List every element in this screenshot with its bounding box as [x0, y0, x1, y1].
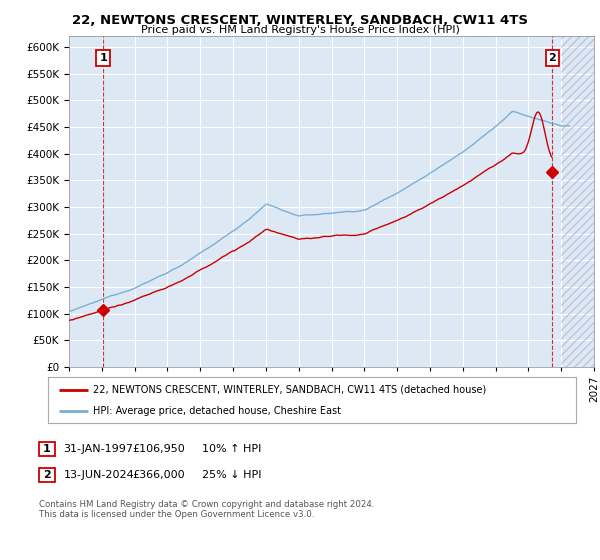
Text: 25% ↓ HPI: 25% ↓ HPI: [202, 470, 261, 480]
Text: £366,000: £366,000: [133, 470, 185, 480]
Text: 1: 1: [99, 53, 107, 63]
Text: 10% ↑ HPI: 10% ↑ HPI: [202, 444, 261, 454]
Text: 22, NEWTONS CRESCENT, WINTERLEY, SANDBACH, CW11 4TS (detached house): 22, NEWTONS CRESCENT, WINTERLEY, SANDBAC…: [93, 385, 486, 395]
Text: Price paid vs. HM Land Registry's House Price Index (HPI): Price paid vs. HM Land Registry's House …: [140, 25, 460, 35]
Text: £106,950: £106,950: [133, 444, 185, 454]
Text: 22, NEWTONS CRESCENT, WINTERLEY, SANDBACH, CW11 4TS: 22, NEWTONS CRESCENT, WINTERLEY, SANDBAC…: [72, 14, 528, 27]
Text: Contains HM Land Registry data © Crown copyright and database right 2024.
This d: Contains HM Land Registry data © Crown c…: [39, 500, 374, 519]
Text: 2: 2: [548, 53, 556, 63]
Text: 1: 1: [43, 444, 50, 454]
Bar: [561, 36, 594, 367]
Text: 31-JAN-1997: 31-JAN-1997: [64, 444, 134, 454]
Text: 2: 2: [43, 470, 50, 480]
Text: 13-JUN-2024: 13-JUN-2024: [64, 470, 134, 480]
Text: HPI: Average price, detached house, Cheshire East: HPI: Average price, detached house, Ches…: [93, 407, 341, 416]
